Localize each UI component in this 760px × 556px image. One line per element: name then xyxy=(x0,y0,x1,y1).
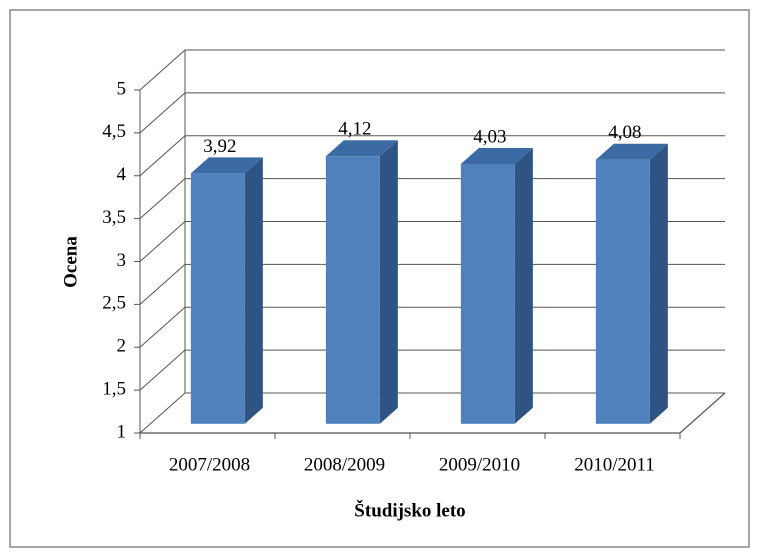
data-label: 3,92 xyxy=(203,136,236,157)
x-axis-title: Študijsko leto xyxy=(354,499,465,521)
bar xyxy=(460,163,515,424)
grid-line xyxy=(139,349,725,391)
data-label: 4,08 xyxy=(608,122,641,143)
x-tick-label: 2007/2008 xyxy=(169,454,250,475)
data-label: 4,03 xyxy=(473,126,506,147)
bar-side xyxy=(514,147,533,424)
y-tick-label: 1,5 xyxy=(102,378,126,399)
y-tick-label: 2 xyxy=(117,336,127,357)
y-tick-label: 1 xyxy=(117,421,127,442)
x-tick-label: 2008/2009 xyxy=(304,454,385,475)
bar-top xyxy=(595,143,668,160)
grid-line xyxy=(139,178,725,219)
bar xyxy=(190,173,245,424)
grid-line xyxy=(139,221,725,262)
grid-line xyxy=(139,306,725,348)
grid-line xyxy=(139,135,725,177)
grid-line xyxy=(139,263,725,305)
y-tick-label: 4,5 xyxy=(102,121,126,142)
bar xyxy=(595,159,650,424)
y-tick-label: 5 xyxy=(117,78,127,99)
x-tick-label: 2010/2011 xyxy=(574,454,655,475)
data-label: 4,12 xyxy=(338,119,371,140)
grid-line xyxy=(139,49,725,91)
y-tick-label: 3 xyxy=(117,250,127,271)
bar xyxy=(325,156,380,424)
grid-line xyxy=(139,92,725,134)
y-tick-label: 2,5 xyxy=(102,293,126,314)
bar-side xyxy=(649,143,668,424)
y-tick-label: 3,5 xyxy=(102,207,126,228)
bar-top xyxy=(460,147,533,164)
y-tick-label: 4 xyxy=(117,164,127,185)
bar-side xyxy=(379,140,398,424)
grid-line xyxy=(139,392,725,434)
bar-side xyxy=(244,157,263,424)
bar-top xyxy=(325,140,398,157)
bar-top xyxy=(190,157,263,174)
x-tick-label: 2009/2010 xyxy=(439,454,520,475)
y-axis-title: Ocena xyxy=(60,236,81,288)
